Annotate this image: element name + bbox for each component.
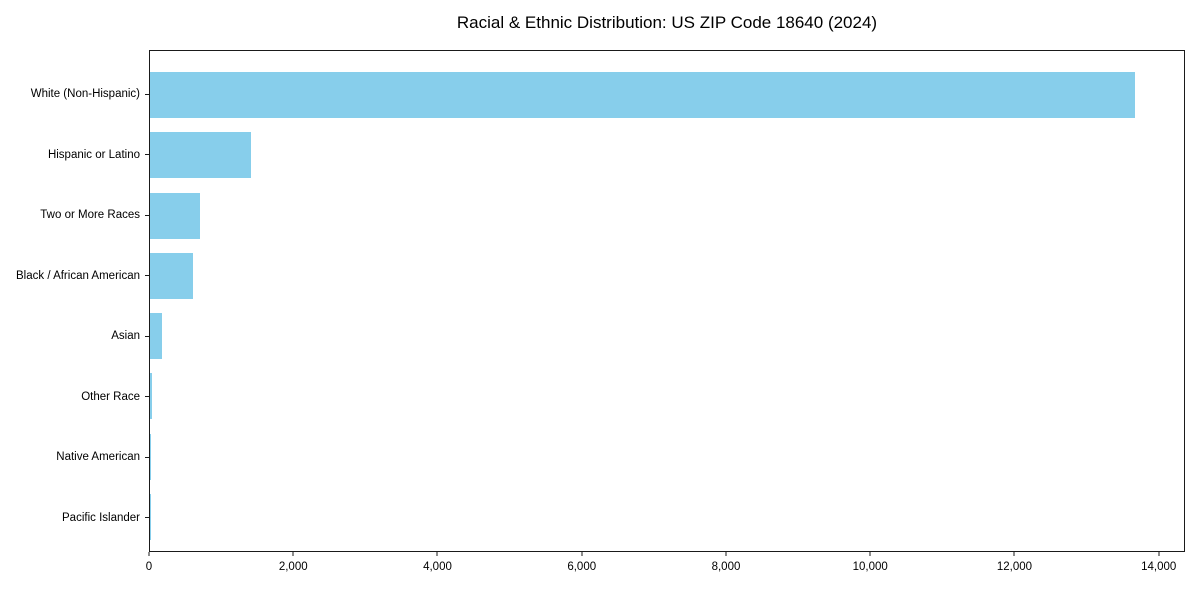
y-tick-label: Hispanic or Latino — [47, 148, 140, 161]
y-tick-mark — [145, 154, 149, 156]
bar-row — [150, 65, 1184, 125]
y-label-row: Native American — [0, 427, 149, 488]
bar-row — [150, 125, 1184, 185]
bar-row — [150, 366, 1184, 426]
bar — [150, 192, 200, 239]
y-tick-mark — [145, 93, 149, 95]
bar-row — [150, 306, 1184, 366]
x-tick-mark — [581, 552, 583, 556]
x-tick-mark — [1158, 552, 1160, 556]
y-axis-labels: White (Non-Hispanic) Hispanic or Latino Tw… — [0, 50, 149, 552]
y-label-row: Two or More Races — [0, 185, 149, 246]
x-tick-label: 14,000 — [1141, 561, 1177, 573]
x-tick-mark — [148, 552, 150, 556]
chart-title: Racial & Ethnic Distribution: US ZIP Cod… — [456, 13, 878, 32]
x-tick-mark — [869, 552, 871, 556]
y-label-row: Hispanic or Latino — [0, 125, 149, 186]
y-label-row: Black / African American — [0, 246, 149, 307]
bar — [150, 252, 194, 299]
bar-row — [150, 427, 1184, 487]
bar-row — [150, 186, 1184, 246]
y-label-row: Asian — [0, 306, 149, 367]
x-tick-label: 4,000 — [423, 561, 452, 573]
x-tick-mark — [1013, 552, 1015, 556]
y-tick-mark — [145, 517, 149, 519]
bar — [150, 433, 151, 480]
x-tick-label: 12,000 — [996, 561, 1033, 573]
y-tick-label: Native American — [56, 451, 140, 464]
y-tick-label: Two or More Races — [40, 209, 140, 222]
y-tick-label: White (Non-Hispanic) — [30, 88, 140, 101]
x-tick-mark — [292, 552, 294, 556]
bar-row — [150, 487, 1184, 547]
bar — [150, 313, 163, 360]
x-axis: 0 2,000 4,000 6,000 8,000 10,000 12,000 14,000 — [145, 552, 1185, 588]
x-tick-mark — [725, 552, 727, 556]
bar-row — [150, 246, 1184, 306]
y-label-row: Pacific Islander — [0, 488, 149, 549]
x-tick-label: 2,000 — [278, 561, 308, 573]
y-tick-mark — [145, 456, 149, 458]
plot-area — [149, 50, 1185, 552]
x-tick-label: 0 — [145, 561, 153, 573]
y-label-row: Other Race — [0, 367, 149, 428]
y-tick-label: Other Race — [81, 390, 140, 403]
bar — [150, 373, 152, 420]
x-tick-label: 10,000 — [852, 561, 888, 573]
bars-container — [150, 51, 1184, 551]
y-tick-label: Pacific Islander — [62, 511, 140, 524]
y-tick-mark — [145, 214, 149, 216]
y-tick-mark — [145, 275, 149, 277]
x-tick-label: 8,000 — [711, 561, 741, 573]
y-label-row: White (Non-Hispanic) — [0, 64, 149, 125]
x-tick-mark — [436, 552, 438, 556]
y-tick-label: Black / African American — [16, 269, 140, 282]
y-tick-mark — [145, 335, 149, 337]
bar — [150, 72, 1135, 119]
y-tick-label: Asian — [111, 330, 140, 343]
x-tick-label: 6,000 — [567, 561, 597, 573]
bar — [150, 132, 252, 179]
y-tick-mark — [145, 396, 149, 398]
